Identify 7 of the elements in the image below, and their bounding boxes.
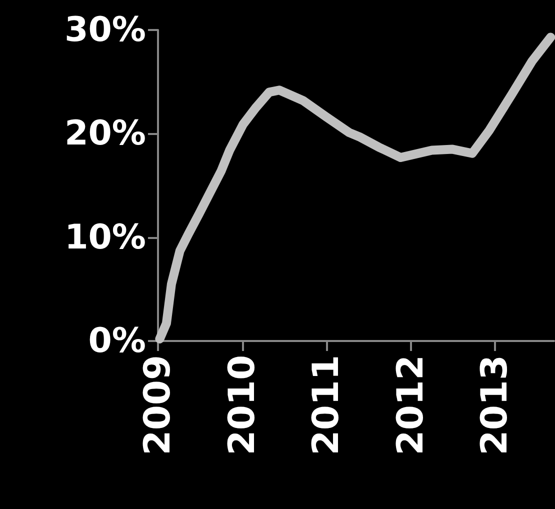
x-tick-label: 2010 [222,355,263,456]
x-tick-label: 2011 [306,355,348,456]
x-tick-label: 2013 [474,355,516,456]
y-tick-label: 10% [64,217,146,258]
y-tick-label: 30% [64,10,146,50]
y-tick-label: 20% [64,114,146,154]
x-tick-label: 2012 [390,355,432,456]
